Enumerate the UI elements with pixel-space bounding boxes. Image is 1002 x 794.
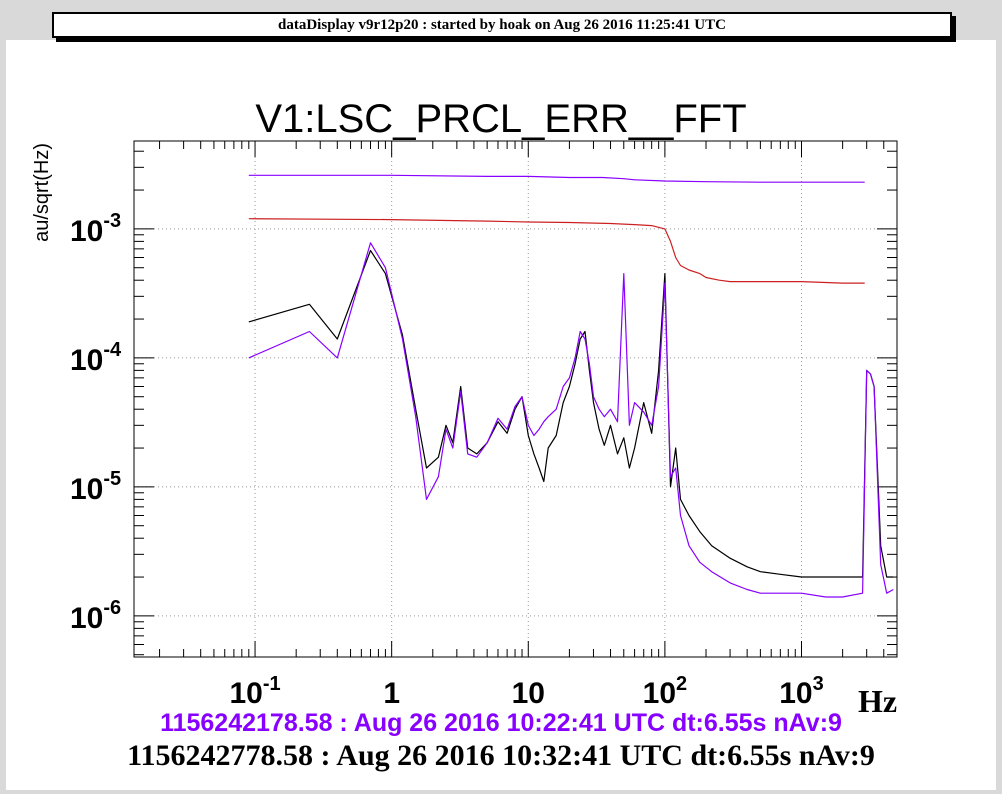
y-axis-label: au/sqrt(Hz) (31, 143, 53, 242)
x-tick-label: 10-1 (229, 673, 280, 710)
footer-timestamp-current: 1156242778.58 : Aug 26 2016 10:32:41 UTC… (127, 739, 875, 772)
x-tick-label: 103 (779, 673, 824, 710)
series-line-2 (248, 242, 894, 598)
plot-frame (133, 140, 898, 658)
chart-title: V1:LSC_PRCL_ERR__FFT (255, 97, 747, 141)
x-axis-label: Hz (858, 683, 897, 719)
plot-canvas: V1:LSC_PRCL_ERR__FFT (6, 40, 996, 790)
series-line-1 (248, 249, 894, 578)
app-header: dataDisplay v9r12p20 : started by hoak o… (52, 12, 952, 38)
y-tick-label: 10-4 (70, 339, 122, 377)
x-tick-label: 10 (512, 677, 545, 710)
x-tick-label: 1 (383, 677, 400, 710)
x-tick-label: 102 (643, 673, 688, 710)
footer-timestamp-reference: 1156242178.58 : Aug 26 2016 10:22:41 UTC… (160, 709, 842, 737)
y-tick-label: 10-3 (70, 210, 121, 248)
y-tick-label: 10-5 (70, 468, 121, 506)
series-line-3 (248, 174, 865, 183)
series-line-4 (248, 218, 865, 284)
y-tick-label: 10-6 (70, 597, 121, 635)
